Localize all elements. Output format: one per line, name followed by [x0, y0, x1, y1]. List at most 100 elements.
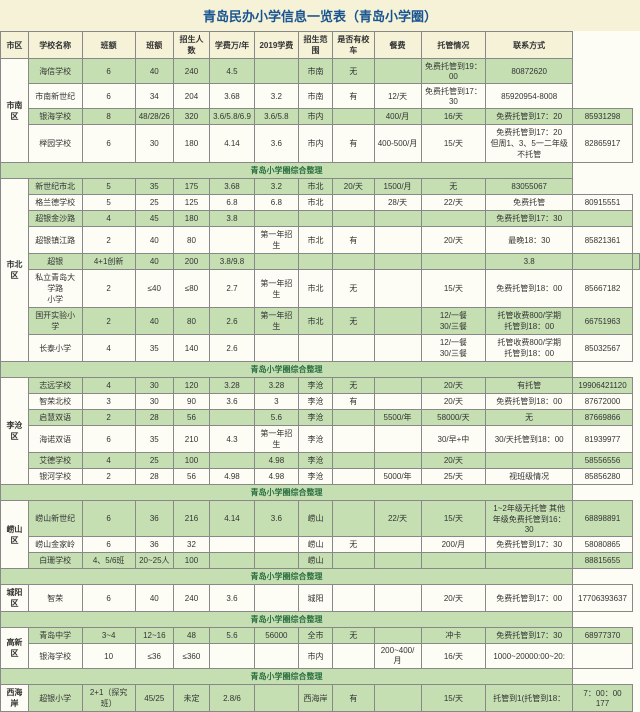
data-cell	[254, 59, 298, 84]
data-cell: 140	[173, 335, 209, 362]
data-cell	[333, 469, 374, 485]
data-cell: 81939977	[573, 426, 633, 453]
table-row: 银河学校228564.984.98李沧5000/年25/天视班级情况858562…	[1, 469, 640, 485]
data-cell: 3.6	[210, 585, 255, 612]
data-cell	[254, 537, 298, 553]
data-cell: 白珊学校	[28, 553, 82, 569]
data-cell	[333, 335, 374, 362]
data-cell: 58000/天	[421, 410, 486, 426]
data-cell: 无	[333, 537, 374, 553]
data-cell: 无	[421, 179, 486, 195]
data-cell: 4	[82, 453, 135, 469]
data-cell: 超银小学	[28, 685, 82, 712]
data-cell: 李沧	[298, 378, 332, 394]
data-cell: 国开实验小学	[28, 308, 82, 335]
data-cell: 免费托管到17：30	[486, 628, 573, 644]
data-cell: 20/天	[333, 179, 374, 195]
data-cell: 120	[173, 378, 209, 394]
data-cell: 82865917	[573, 125, 633, 163]
page-title: 青岛民办小学信息一览表（青岛小学圈）	[0, 0, 640, 31]
table-row: 超银4+1创新402003.8/9.83.8	[1, 254, 640, 270]
table-row: 格兰德学校5251256.86.8市北28/天22/天免费托管80915551	[1, 195, 640, 211]
data-cell: 200	[173, 254, 209, 270]
data-cell: 市北	[298, 179, 332, 195]
data-cell: 30	[135, 125, 173, 163]
data-cell: 45	[135, 211, 173, 227]
data-cell: 35	[135, 335, 173, 362]
school-table: 市区学校名称班额班额招生人数学费万/年2019学费招生范围是否有校车餐费托管情况…	[0, 31, 640, 712]
col-header: 学校名称	[28, 32, 82, 59]
data-cell: 4、5/6班	[82, 553, 135, 569]
data-cell: 83055067	[486, 179, 573, 195]
data-cell: 40	[135, 227, 173, 254]
col-header: 托管情况	[421, 32, 486, 59]
data-cell: 48/28/26	[135, 109, 173, 125]
data-cell: 80872620	[486, 59, 573, 84]
section-divider: 青岛小学圈综合整理	[1, 163, 573, 179]
data-cell	[374, 553, 421, 569]
data-cell	[421, 211, 486, 227]
data-cell: 3.8/9.8	[210, 254, 255, 270]
data-cell: 6	[82, 585, 135, 612]
data-cell: 200/月	[421, 537, 486, 553]
data-cell: 4+1创新	[82, 254, 135, 270]
data-cell: 有	[333, 685, 374, 712]
data-cell: 240	[173, 585, 209, 612]
data-cell: 银河学校	[28, 469, 82, 485]
data-cell: 未定	[173, 685, 209, 712]
data-cell: 无	[486, 410, 573, 426]
data-cell: 艾德学校	[28, 453, 82, 469]
table-row: 超银镇江路24080第一年招生市北有20/天最晚18：3085821361	[1, 227, 640, 254]
data-cell: 5	[82, 195, 135, 211]
data-cell	[374, 211, 421, 227]
data-cell	[254, 685, 298, 712]
data-cell: 3~4	[82, 628, 135, 644]
data-cell: 12/天	[374, 84, 421, 109]
data-cell	[632, 254, 639, 270]
data-cell: 48	[173, 628, 209, 644]
col-header: 学费万/年	[210, 32, 255, 59]
data-cell: 免费托管到19：00	[421, 59, 486, 84]
data-cell: 榉园学校	[28, 125, 82, 163]
data-cell: 托管收费800/学期 托管到18：00	[486, 335, 573, 362]
data-cell: 28	[135, 410, 173, 426]
data-cell: 免费托管到18：00	[486, 394, 573, 410]
data-cell: 15/天	[421, 125, 486, 163]
data-cell: 2	[82, 410, 135, 426]
data-cell: 400/月	[374, 109, 421, 125]
data-cell: 3.6	[210, 394, 255, 410]
table-row: 李沧区志远学校4301203.283.28李沧无20/天有托管199064211…	[1, 378, 640, 394]
data-cell	[333, 585, 374, 612]
data-cell: 180	[173, 125, 209, 163]
data-cell: 12~16	[135, 628, 173, 644]
data-cell: 市南	[298, 59, 332, 84]
data-cell: 35	[135, 179, 173, 195]
data-cell: ≤40	[135, 270, 173, 308]
data-cell: 58080865	[573, 537, 633, 553]
data-cell: 有	[333, 125, 374, 163]
data-cell: 175	[173, 179, 209, 195]
data-cell: 格兰德学校	[28, 195, 82, 211]
data-cell	[298, 335, 332, 362]
data-cell: 80915551	[573, 195, 633, 211]
data-cell	[298, 254, 332, 270]
data-cell: 李沧	[298, 410, 332, 426]
data-cell: 有	[333, 227, 374, 254]
data-cell: 22/天	[421, 195, 486, 211]
col-header: 招生范围	[298, 32, 332, 59]
data-cell	[254, 335, 298, 362]
data-cell: 80	[173, 308, 209, 335]
data-cell: 冲卡	[421, 628, 486, 644]
data-cell: 8	[82, 109, 135, 125]
data-cell	[254, 553, 298, 569]
section-divider: 青岛小学圈综合整理	[1, 569, 573, 585]
table-row: 银海学校848/28/263203.6/5.8/6.93.6/5.8市内400/…	[1, 109, 640, 125]
data-cell: 李沧	[298, 453, 332, 469]
data-cell: 6	[82, 125, 135, 163]
col-header: 是否有校车	[333, 32, 374, 59]
data-cell: 20/天	[421, 394, 486, 410]
data-cell: 85931298	[573, 109, 633, 125]
data-cell: 海诺双语	[28, 426, 82, 453]
data-cell: 66751963	[573, 308, 633, 335]
data-cell	[210, 644, 255, 669]
